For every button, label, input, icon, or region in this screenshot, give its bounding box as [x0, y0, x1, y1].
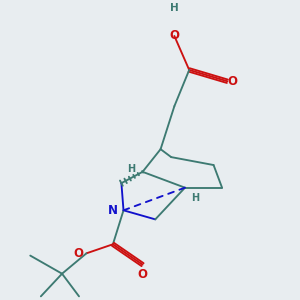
- Text: N: N: [108, 204, 118, 217]
- Text: O: O: [73, 247, 83, 260]
- Text: H: H: [170, 3, 179, 13]
- Text: O: O: [227, 75, 237, 88]
- Text: O: O: [169, 29, 179, 43]
- Text: O: O: [138, 268, 148, 281]
- Text: H: H: [191, 193, 200, 203]
- Text: H: H: [127, 164, 135, 174]
